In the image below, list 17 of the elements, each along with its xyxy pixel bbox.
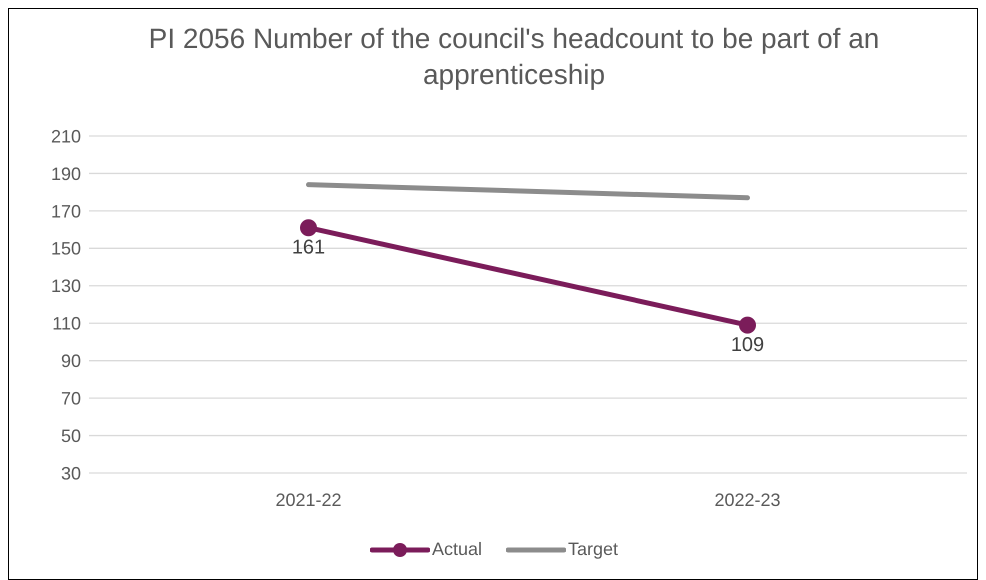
y-tick-label: 170 [50,201,81,222]
y-tick-label: 70 [60,388,81,408]
y-tick-label: 210 [50,126,81,146]
data-label: 109 [730,334,764,356]
legend-label: Actual [432,539,482,560]
y-tick-label: 110 [52,314,81,334]
chart-title: PI 2056 Number of the council's headcount to be part of an apprenticeship [148,22,880,92]
data-label: 161 [292,236,326,259]
legend-label: Target [568,539,618,560]
y-tick-label: 130 [50,276,81,296]
x-tick-label: 2021-22 [275,490,342,510]
y-tick-label: 50 [60,426,81,446]
y-tick-label: 30 [60,463,81,484]
y-tick-label: 90 [60,351,81,372]
y-tick-label: 190 [50,164,81,184]
x-tick-label: 2022-23 [714,490,781,510]
y-tick-label: 150 [50,238,81,259]
